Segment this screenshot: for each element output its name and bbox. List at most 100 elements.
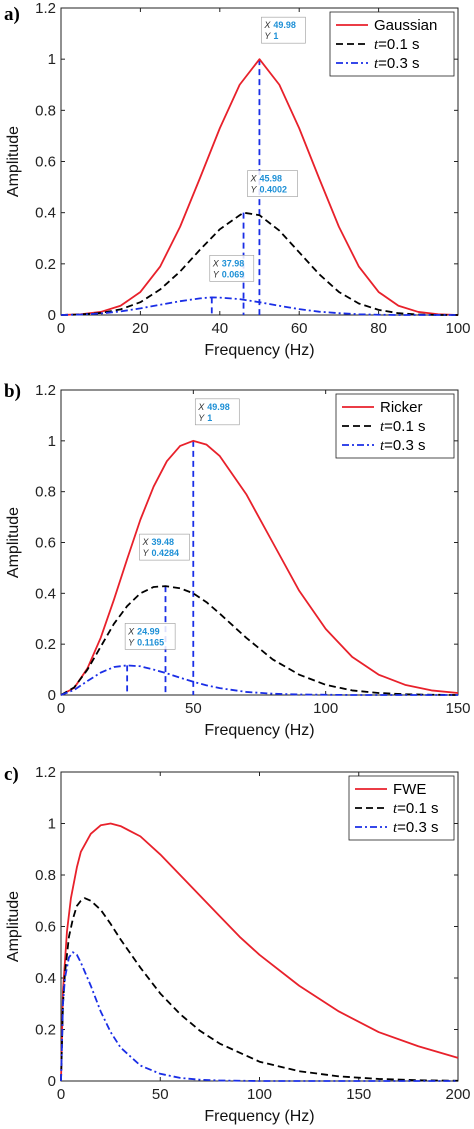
y-tick-label: 1 (48, 51, 56, 68)
y-tick-label: 0.4 (35, 970, 56, 987)
datatip-y-key: Y (213, 269, 220, 279)
datatip-y-key: Y (251, 185, 258, 195)
x-tick-label: 0 (57, 700, 65, 717)
panel-label: c) (4, 764, 19, 785)
series-line-3 (60, 296, 458, 316)
datatip-x-value: 49.98 (273, 20, 296, 30)
y-axis-label: Amplitude (5, 507, 22, 578)
legend-label: t=0.1 s (393, 800, 438, 817)
x-tick-label: 50 (185, 700, 202, 717)
series-line-1 (60, 58, 459, 316)
legend: Gaussian t=0.1 s t=0.3 s (329, 11, 455, 77)
legend: Ricker t=0.1 s t=0.3 s (335, 393, 455, 459)
y-tick-label: 0.2 (35, 256, 56, 273)
series-line-3 (60, 664, 458, 696)
legend-label: t=0.1 s (374, 36, 419, 53)
x-tick-label: 100 (445, 320, 470, 337)
y-tick-label: 0.6 (35, 154, 56, 171)
datatip-x-value: 49.98 (207, 402, 230, 412)
y-axis-label: Amplitude (5, 891, 22, 962)
datatip: X 49.98Y 1 (261, 16, 306, 44)
x-tick-label: 60 (291, 320, 308, 337)
legend-label: Gaussian (374, 17, 437, 34)
x-tick-label: 80 (370, 320, 387, 337)
datatip-box (261, 16, 306, 44)
y-tick-label: 0.4 (35, 585, 56, 602)
y-tick-label: 0.6 (35, 919, 56, 936)
y-tick-label: 1.2 (35, 0, 56, 17)
datatip-box (247, 170, 298, 197)
x-tick-label: 150 (445, 700, 470, 717)
datatip: X 49.98Y 1 (194, 398, 240, 426)
datatip: X 39.48Y 0.4284 (139, 533, 190, 561)
datatip-x-key: X (263, 20, 271, 30)
datatip-box (209, 255, 255, 282)
y-tick-label: 1.2 (35, 382, 56, 399)
chart-panel-2: b) 0 50 100 150 0 0.2 0.4 0.6 0.8 1 1.2 Frequency (H… (4, 381, 471, 739)
y-tick-label: 1.2 (35, 764, 56, 781)
datatip-x-value: 45.98 (260, 174, 283, 184)
y-tick-label: 0 (48, 1073, 56, 1090)
datatip-box (139, 533, 190, 561)
legend-label: Ricker (380, 399, 423, 416)
panel-label: a) (4, 4, 20, 25)
datatip-y-key: Y (128, 637, 135, 647)
datatip-y-key: Y (142, 548, 149, 558)
legend-label: t=0.1 s (380, 418, 425, 435)
x-tick-label: 40 (211, 320, 228, 337)
legend: FWE t=0.1 s t=0.3 s (348, 775, 455, 841)
y-tick-label: 0.2 (35, 1022, 56, 1039)
datatip-x-value: 37.98 (222, 258, 245, 268)
y-tick-label: 0.2 (35, 636, 56, 653)
datatip-y-value: 0.4002 (260, 185, 288, 195)
datatip-x-key: X (127, 626, 135, 636)
x-tick-label: 0 (57, 1086, 65, 1103)
series-line-1 (60, 822, 459, 1082)
panel-label: b) (4, 381, 21, 402)
datatip-x-key: X (141, 537, 149, 547)
series-line-2 (60, 897, 459, 1082)
y-tick-label: 0.4 (35, 205, 56, 222)
x-tick-label: 200 (445, 1086, 470, 1103)
x-tick-label: 20 (132, 320, 149, 337)
datatip-y-value: 0.069 (222, 269, 245, 279)
y-tick-label: 1 (48, 433, 56, 450)
x-tick-label: 150 (346, 1086, 371, 1103)
y-tick-label: 0.8 (35, 867, 56, 884)
y-tick-label: 0.8 (35, 102, 56, 119)
datatip-y-value: 0.1165 (137, 637, 164, 647)
datatip: X 37.98Y 0.069 (209, 255, 255, 282)
datatip-y-value: 1 (273, 31, 278, 41)
y-tick-label: 0 (48, 307, 56, 324)
series-line-3 (60, 951, 458, 1082)
datatip-x-value: 39.48 (151, 537, 174, 547)
legend-label: t=0.3 s (380, 437, 425, 454)
y-tick-label: 0 (48, 687, 56, 704)
x-axis-label: Frequency (Hz) (204, 342, 314, 359)
y-axis-label: Amplitude (5, 126, 22, 197)
datatip-box (194, 398, 240, 426)
x-axis-label: Frequency (Hz) (204, 722, 314, 739)
x-axis-label: Frequency (Hz) (204, 1108, 314, 1125)
chart-panel-3: c) 0 50 100 150 200 0 0.2 0.4 0.6 0.8 1 1.2 Frequency… (4, 764, 471, 1125)
y-tick-label: 0.6 (35, 535, 56, 552)
datatip-y-value: 1 (207, 413, 212, 423)
y-tick-label: 0.8 (35, 484, 56, 501)
x-tick-label: 0 (57, 320, 65, 337)
datatip-x-value: 24.99 (137, 626, 160, 636)
datatip: X 24.99Y 0.1165 (124, 623, 176, 650)
x-tick-label: 100 (247, 1086, 272, 1103)
chart-panel-1: a) 0 20 40 60 80 100 0 0.2 0.4 0.6 0.8 1 1.2 Frequency… (4, 0, 471, 359)
series-line-2 (60, 585, 459, 696)
series-line-1 (60, 439, 459, 696)
legend-label: FWE (393, 781, 426, 798)
y-tick-label: 1 (48, 816, 56, 833)
legend-label: t=0.3 s (393, 819, 438, 836)
datatip-x-key: X (197, 402, 205, 412)
datatip-box (124, 623, 176, 650)
datatip-x-key: X (212, 258, 220, 268)
datatip-y-value: 0.4284 (151, 548, 179, 558)
datatip-y-key: Y (198, 413, 205, 423)
datatip-y-key: Y (264, 31, 271, 41)
